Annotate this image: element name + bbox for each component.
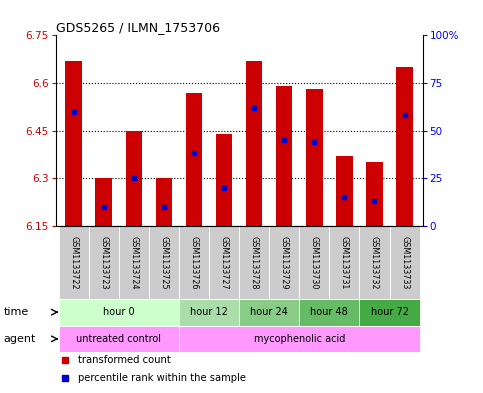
Text: GSM1133731: GSM1133731 xyxy=(340,236,349,289)
Text: hour 24: hour 24 xyxy=(250,307,288,317)
Text: GSM1133723: GSM1133723 xyxy=(99,235,108,289)
Bar xyxy=(185,92,202,226)
Bar xyxy=(96,178,112,226)
Bar xyxy=(359,226,389,299)
Text: agent: agent xyxy=(4,334,36,344)
Bar xyxy=(179,226,209,299)
Text: GSM1133727: GSM1133727 xyxy=(220,235,228,289)
Bar xyxy=(246,61,262,226)
Bar xyxy=(396,67,413,226)
Text: hour 48: hour 48 xyxy=(311,307,348,317)
Bar xyxy=(299,226,329,299)
Bar xyxy=(149,226,179,299)
Bar xyxy=(239,226,269,299)
Text: GSM1133728: GSM1133728 xyxy=(250,235,258,289)
Bar xyxy=(306,89,323,226)
Text: GSM1133730: GSM1133730 xyxy=(310,236,319,289)
Bar xyxy=(216,134,232,226)
Bar xyxy=(156,178,172,226)
Bar xyxy=(179,299,239,325)
Text: GSM1133732: GSM1133732 xyxy=(370,235,379,289)
Text: GDS5265 / ILMN_1753706: GDS5265 / ILMN_1753706 xyxy=(56,21,220,34)
Text: untreated control: untreated control xyxy=(76,334,161,344)
Text: GSM1133724: GSM1133724 xyxy=(129,235,138,289)
Text: percentile rank within the sample: percentile rank within the sample xyxy=(78,373,245,383)
Text: hour 72: hour 72 xyxy=(370,307,409,317)
Bar xyxy=(276,86,293,226)
Text: GSM1133722: GSM1133722 xyxy=(69,235,78,289)
Bar xyxy=(89,226,119,299)
Text: hour 0: hour 0 xyxy=(103,307,135,317)
Text: mycophenolic acid: mycophenolic acid xyxy=(254,334,345,344)
Bar xyxy=(179,325,420,352)
Text: GSM1133729: GSM1133729 xyxy=(280,235,289,289)
Bar xyxy=(389,226,420,299)
Bar xyxy=(329,226,359,299)
Bar xyxy=(366,162,383,226)
Bar xyxy=(65,61,82,226)
Bar xyxy=(269,226,299,299)
Bar xyxy=(58,226,89,299)
Bar xyxy=(209,226,239,299)
Bar xyxy=(336,156,353,226)
Text: hour 12: hour 12 xyxy=(190,307,228,317)
Bar xyxy=(359,299,420,325)
Bar xyxy=(119,226,149,299)
Bar xyxy=(58,299,179,325)
Bar xyxy=(299,299,359,325)
Bar xyxy=(126,130,142,226)
Bar xyxy=(239,299,299,325)
Bar xyxy=(58,325,179,352)
Text: GSM1133725: GSM1133725 xyxy=(159,235,169,289)
Text: transformed count: transformed count xyxy=(78,355,170,365)
Text: GSM1133733: GSM1133733 xyxy=(400,236,409,289)
Text: time: time xyxy=(4,307,29,317)
Text: GSM1133726: GSM1133726 xyxy=(189,235,199,289)
